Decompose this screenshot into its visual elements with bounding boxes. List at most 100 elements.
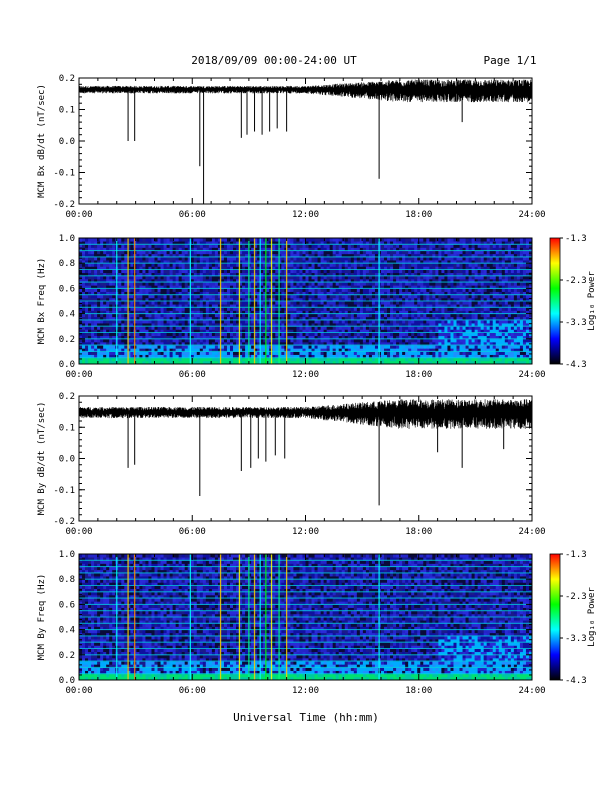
spectrogram-cell bbox=[236, 285, 240, 289]
spectrogram-cell bbox=[193, 291, 198, 296]
spectrogram-cell bbox=[405, 260, 409, 264]
spectrogram-cell bbox=[109, 326, 113, 330]
spectrogram-cell bbox=[414, 301, 418, 305]
spectrogram-cell bbox=[441, 269, 445, 274]
spectrogram-cell bbox=[130, 285, 134, 289]
spectrogram-cell bbox=[344, 247, 349, 251]
spectrogram-cell bbox=[290, 241, 294, 245]
spectrogram-cell bbox=[175, 297, 180, 302]
spectrogram-cell bbox=[154, 278, 158, 283]
spectrogram-cell bbox=[172, 244, 177, 248]
spectrogram-cell bbox=[365, 241, 370, 245]
spectrogram-cell bbox=[332, 285, 337, 289]
spectrogram-cell bbox=[323, 253, 328, 258]
spectrogram-cell bbox=[223, 282, 228, 286]
spectrogram-cell bbox=[302, 304, 306, 308]
spectrogram-cell bbox=[217, 313, 222, 318]
spectrogram-cell bbox=[254, 244, 258, 248]
spectrogram-cell bbox=[314, 285, 318, 289]
spectrogram-cell bbox=[275, 250, 279, 255]
spectrogram-cell bbox=[109, 323, 113, 327]
spectrogram-cell bbox=[344, 326, 349, 330]
spectrogram-cell bbox=[208, 310, 213, 314]
spectrogram-cell bbox=[326, 238, 331, 242]
spectrogram-cell bbox=[341, 316, 346, 321]
spectrogram-cell bbox=[220, 326, 225, 330]
spectrogram-cell bbox=[359, 313, 364, 318]
spectrogram-cell bbox=[338, 282, 343, 286]
spectrogram-cell bbox=[124, 326, 128, 330]
spectrogram-cell bbox=[371, 335, 376, 340]
spectrogram-cell bbox=[181, 307, 186, 311]
spectrogram-cell bbox=[293, 335, 297, 340]
spectrogram-cell bbox=[399, 247, 403, 251]
spectrogram-cell bbox=[136, 247, 140, 251]
spectrogram-cell bbox=[251, 319, 255, 324]
spectrogram-cell bbox=[393, 260, 397, 264]
spectrogram-cell bbox=[233, 326, 237, 330]
spectrogram-cell bbox=[438, 269, 442, 274]
spectrogram-cell bbox=[91, 329, 95, 333]
spectrogram-cell bbox=[248, 319, 252, 324]
spectrogram-cell bbox=[405, 285, 409, 289]
spectrogram-cell bbox=[166, 360, 170, 365]
spectrogram-cell bbox=[251, 294, 255, 299]
spectrogram-cell bbox=[390, 266, 394, 270]
spectrogram-cell bbox=[205, 260, 210, 264]
spectrogram-cell bbox=[371, 244, 376, 248]
spectrogram-cell bbox=[356, 272, 361, 277]
spectrogram-cell bbox=[136, 256, 140, 261]
spectrogram-cell bbox=[157, 316, 161, 321]
spectrogram-cell bbox=[130, 351, 134, 355]
spectrogram-cell bbox=[281, 338, 285, 343]
spectrogram-cell bbox=[302, 285, 306, 289]
spectrogram-cell bbox=[193, 266, 198, 270]
spectrogram-cell bbox=[100, 253, 104, 258]
spectrogram-cell bbox=[341, 310, 346, 314]
spectrogram-cell bbox=[136, 316, 140, 321]
spectrogram-cell bbox=[127, 266, 131, 270]
spectrogram-cell bbox=[387, 278, 391, 283]
spectrogram-cell bbox=[384, 288, 388, 292]
spectrogram-cell bbox=[365, 360, 370, 365]
spectrogram-cell bbox=[293, 263, 297, 267]
spectrogram-cell bbox=[127, 313, 131, 318]
spectrogram-cell bbox=[127, 357, 131, 362]
spectrogram-cell bbox=[329, 316, 334, 321]
spectrogram-cell bbox=[214, 250, 219, 255]
spectrogram-cell bbox=[408, 272, 412, 277]
spectrogram-cell bbox=[157, 253, 161, 258]
spectrogram-cell bbox=[145, 288, 149, 292]
spectrogram-cell bbox=[103, 291, 107, 296]
spectrogram-cell bbox=[393, 288, 397, 292]
spectrogram-cell bbox=[223, 310, 228, 314]
spectrogram-cell bbox=[335, 294, 340, 299]
spectrogram-cell bbox=[299, 263, 303, 267]
spectrogram-cell bbox=[251, 247, 255, 251]
spectrogram-cell bbox=[402, 241, 406, 245]
spectrogram-cell bbox=[163, 348, 167, 352]
spectrogram-cell bbox=[272, 316, 276, 321]
spectrogram-cell bbox=[426, 329, 430, 333]
spectrogram-cell bbox=[223, 288, 228, 292]
spectrogram-cell bbox=[157, 323, 161, 327]
spectrogram-cell bbox=[103, 351, 107, 355]
spectrogram-cell bbox=[408, 345, 412, 349]
spectrogram-cell bbox=[381, 307, 385, 311]
spectrogram-cell bbox=[220, 329, 225, 333]
spectrogram-cell bbox=[423, 275, 427, 280]
spectrogram-cell bbox=[317, 294, 321, 299]
spectrogram-cell bbox=[130, 357, 134, 362]
spectrogram-cell bbox=[263, 360, 267, 365]
spectrogram-cell bbox=[79, 345, 83, 349]
spectrogram-cell bbox=[124, 310, 128, 314]
spectrogram-cell bbox=[196, 282, 201, 286]
spectrogram-cell bbox=[435, 285, 439, 289]
spectrogram-cell bbox=[371, 360, 376, 365]
spectrogram-cell bbox=[390, 360, 394, 365]
spectrogram-cell bbox=[426, 275, 430, 280]
spectrogram-cell bbox=[308, 297, 312, 302]
spectrogram-cell bbox=[230, 238, 234, 242]
spectrogram-cell bbox=[190, 329, 195, 333]
spectrogram-cell bbox=[435, 275, 439, 280]
